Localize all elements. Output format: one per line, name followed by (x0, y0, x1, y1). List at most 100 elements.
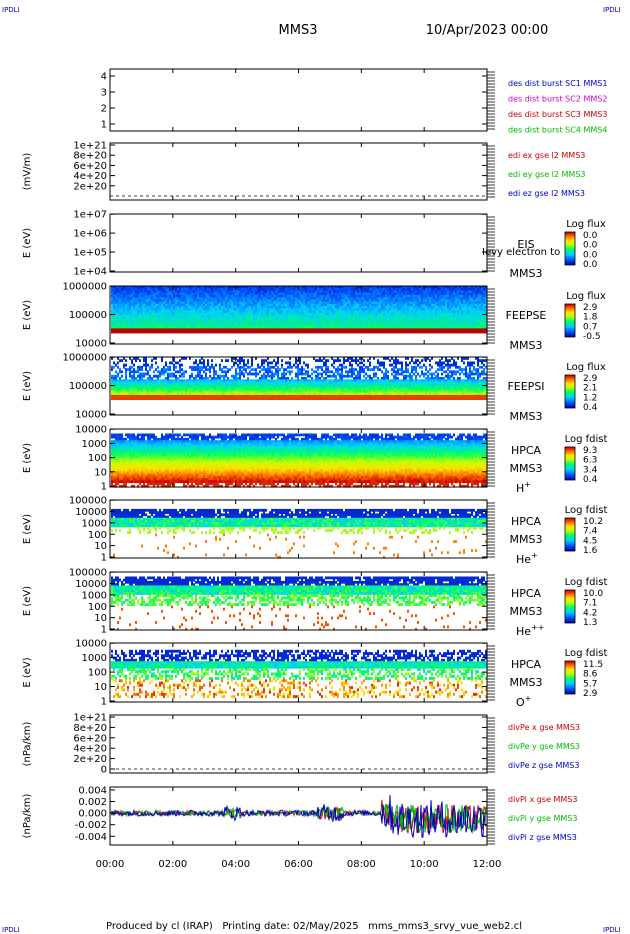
heatmap-cell (281, 374, 283, 378)
heatmap-cell (155, 326, 157, 329)
heatmap-cell (177, 326, 179, 329)
heatmap-cell (437, 299, 439, 303)
heatmap-cell (465, 321, 467, 325)
heatmap-cell (351, 288, 353, 291)
heatmap-cell (461, 301, 463, 305)
heatmap-cell (399, 323, 401, 327)
heatmap-cell (387, 374, 389, 378)
heatmap-cell (397, 301, 399, 305)
heatmap-cell (459, 368, 461, 371)
heatmap-cell (143, 310, 145, 314)
heatmap-cell (275, 290, 277, 294)
heatmap-cell (359, 319, 361, 323)
heatmap-cell (285, 294, 287, 298)
heatmap-cell (223, 297, 225, 300)
heatmap-cell (123, 319, 125, 323)
heatmap-cell (319, 286, 321, 289)
heatmap-cell (429, 303, 431, 307)
heatmap-cell (379, 301, 381, 305)
heatmap-cell (193, 368, 195, 371)
heatmap-cell (167, 372, 169, 376)
heatmap-cell (189, 303, 191, 307)
heatmap-cell (133, 370, 135, 374)
heatmap-cell (275, 361, 277, 365)
heatmap-cell (343, 292, 345, 296)
heatmap-cell (449, 323, 451, 327)
heatmap-cell (367, 286, 369, 289)
heatmap-cell (133, 363, 135, 367)
heatmap-cell (299, 357, 301, 360)
heatmap-cell (413, 290, 415, 294)
heatmap-cell (145, 330, 147, 334)
heatmap-cell (453, 319, 455, 323)
heatmap-cell (177, 310, 179, 314)
heatmap-cell (221, 370, 223, 374)
heatmap-cell (253, 286, 255, 289)
heatmap-cell (345, 310, 347, 314)
heatmap-cell (367, 365, 369, 369)
heatmap-cell (355, 294, 357, 298)
heatmap-cell (271, 372, 273, 376)
heatmap-cell (385, 370, 387, 374)
heatmap-cell (229, 368, 231, 371)
heatmap-cell (129, 315, 131, 318)
heatmap-cell (159, 328, 161, 332)
heatmap-cell (245, 315, 247, 318)
heatmap-cell (331, 303, 333, 307)
heatmap-cell (243, 303, 245, 307)
heatmap-cell (365, 303, 367, 307)
heatmap-cell (437, 315, 439, 318)
heatmap-cell (433, 308, 435, 312)
heatmap-cell (427, 294, 429, 298)
heatmap-cell (409, 372, 411, 376)
heatmap-cell (235, 374, 237, 378)
heatmap-cell (289, 297, 291, 300)
heatmap-cell (353, 310, 355, 314)
heatmap-cell (313, 301, 315, 305)
heatmap-cell (403, 292, 405, 296)
heatmap-cell (145, 315, 147, 318)
heatmap-cell (299, 290, 301, 294)
heatmap-cell (129, 370, 131, 374)
heatmap-cell (319, 303, 321, 307)
heatmap-cell (345, 301, 347, 305)
heatmap-cell (111, 368, 113, 371)
heatmap-cell (305, 310, 307, 314)
heatmap-cell (191, 328, 193, 332)
heatmap-cell (461, 310, 463, 314)
heatmap-cell (301, 321, 303, 325)
heatmap-cell (475, 370, 477, 374)
heatmap-cell (455, 328, 457, 332)
heatmap-cell (131, 306, 133, 309)
heatmap-cell (221, 319, 223, 323)
heatmap-cell (361, 297, 363, 300)
heatmap-cell (377, 303, 379, 307)
heatmap-cell (199, 317, 201, 320)
heatmap-cell (259, 288, 261, 291)
heatmap-cell (147, 303, 149, 307)
heatmap-cell (121, 317, 123, 320)
heatmap-cell (363, 299, 365, 303)
heatmap-cell (119, 308, 121, 312)
heatmap-cell (413, 294, 415, 298)
heatmap-cell (253, 372, 255, 376)
heatmap-cell (183, 317, 185, 320)
heatmap-cell (331, 330, 333, 334)
heatmap-cell (309, 303, 311, 307)
heatmap-cell (385, 297, 387, 300)
heatmap-cell (119, 359, 121, 362)
heatmap-cell (437, 326, 439, 329)
heatmap-cell (247, 299, 249, 303)
heatmap-cell (217, 288, 219, 291)
heatmap-cell (127, 330, 129, 334)
heatmap-cell (195, 290, 197, 294)
heatmap-cell (435, 319, 437, 323)
heatmap-cell (389, 301, 391, 305)
heatmap-cell (441, 294, 443, 298)
heatmap-cell (413, 306, 415, 309)
heatmap-cell (429, 288, 431, 291)
heatmap-cell (227, 294, 229, 298)
heatmap-cell (303, 312, 305, 316)
heatmap-cell (263, 303, 265, 307)
